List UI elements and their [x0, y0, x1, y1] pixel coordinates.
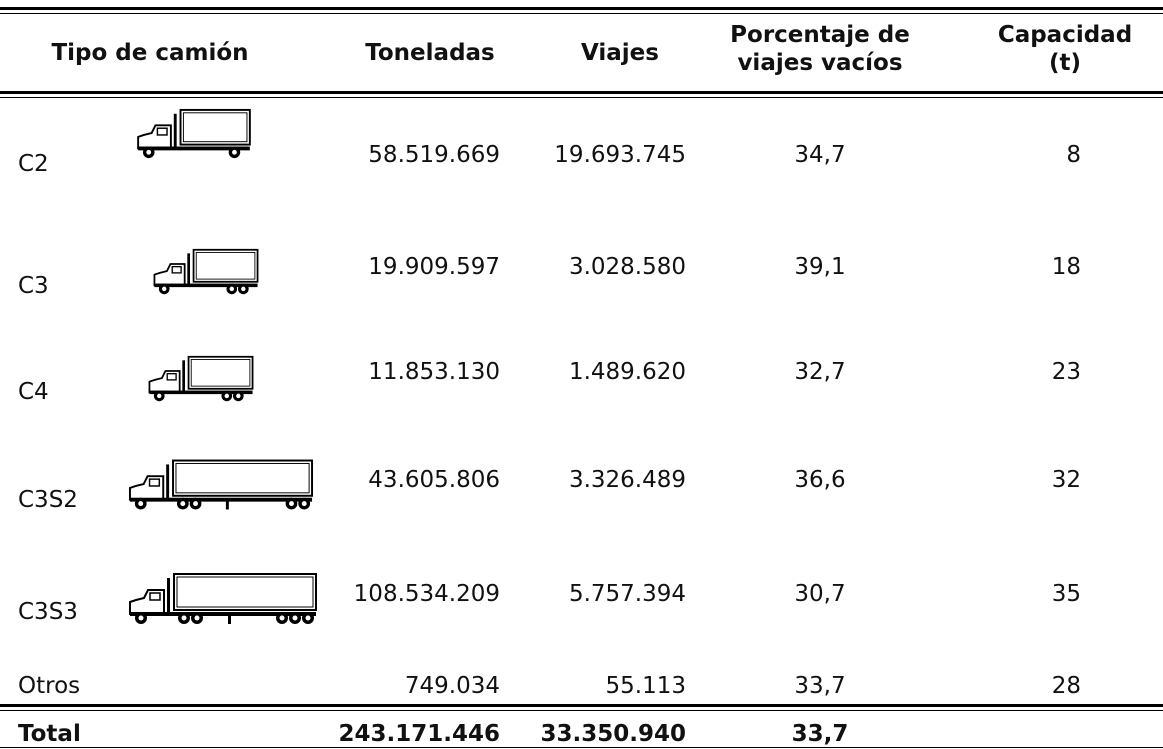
column-header: Toneladas	[365, 40, 495, 66]
truck-icon	[148, 355, 254, 402]
cell-toneladas: 11.853.130	[368, 359, 500, 385]
cell-viajes: 1.489.620	[568, 359, 686, 385]
cell-porcentaje: 36,6	[794, 467, 846, 493]
row-label: C4	[18, 379, 49, 405]
cell-capacidad: 35	[1051, 581, 1081, 607]
column-header: Tipo de camión	[51, 40, 249, 66]
cell-capacidad: 18	[1051, 254, 1081, 280]
cell-toneladas: 19.909.597	[368, 254, 500, 280]
truck-icon	[153, 248, 259, 295]
cell-porcentaje: 33,7	[794, 673, 846, 699]
column-header: Porcentaje de	[730, 22, 910, 48]
bottom-rule	[0, 747, 1163, 748]
cell-viajes: 55.113	[605, 673, 686, 699]
cell-toneladas: 58.519.669	[368, 142, 500, 168]
total-rule	[0, 704, 1163, 707]
row-label: C3	[18, 273, 49, 299]
cell-viajes: 19.693.745	[554, 142, 686, 168]
top-rule	[0, 7, 1163, 10]
row-label: Total	[18, 721, 81, 747]
truck-icon	[137, 108, 251, 159]
cell-toneladas: 43.605.806	[368, 467, 500, 493]
cell-viajes: 5.757.394	[568, 581, 686, 607]
row-label: C3S3	[18, 599, 78, 625]
cell-porcentaje: 32,7	[794, 359, 846, 385]
row-label: Otros	[18, 673, 81, 699]
cell-viajes: 3.028.580	[568, 254, 686, 280]
header-rule	[0, 91, 1163, 94]
header-rule	[0, 97, 1163, 98]
cell-porcentaje: 30,7	[794, 581, 846, 607]
top-rule	[0, 13, 1163, 14]
cell-capacidad: 23	[1051, 359, 1081, 385]
cell-porcentaje: 33,7	[791, 721, 849, 747]
column-header: viajes vacíos	[737, 50, 903, 76]
cell-capacidad: 28	[1051, 673, 1081, 699]
cell-toneladas: 108.534.209	[353, 581, 500, 607]
cell-viajes: 3.326.489	[568, 467, 686, 493]
cell-viajes: 33.350.940	[540, 721, 686, 747]
cell-toneladas: 749.034	[404, 673, 500, 699]
row-label: C3S2	[18, 487, 78, 513]
column-header: Viajes	[581, 40, 659, 66]
cell-toneladas: 243.171.446	[338, 721, 500, 747]
cell-porcentaje: 39,1	[794, 254, 846, 280]
row-label: C2	[18, 151, 49, 177]
cell-porcentaje: 34,7	[794, 142, 846, 168]
truck-icon	[129, 573, 317, 624]
column-header: (t)	[1048, 50, 1082, 76]
cell-capacidad: 32	[1051, 467, 1081, 493]
column-header: Capacidad	[997, 22, 1133, 48]
cell-capacidad: 8	[1066, 142, 1081, 168]
truck-icon	[128, 459, 314, 510]
total-rule	[0, 710, 1163, 711]
